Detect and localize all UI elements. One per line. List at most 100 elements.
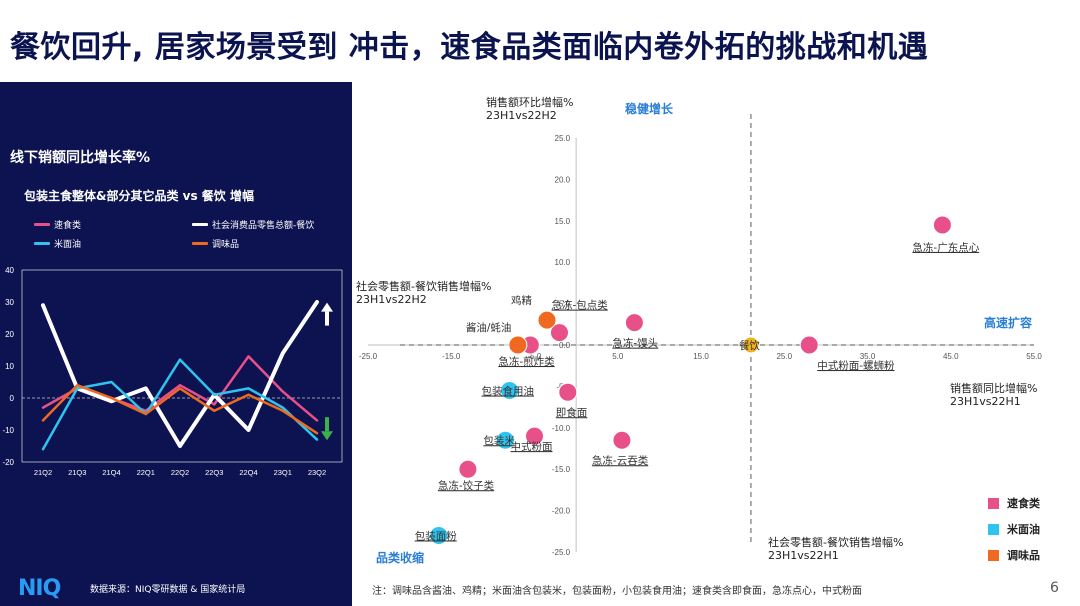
point-label: 急冻-云吞类 [592,454,649,467]
right-panel: -25.0 -15.0 -5.0 5.0 15.0 25.0 35.0 45.0 55.0 25.… [352,82,1080,606]
point-label: 包装食用油 [482,385,535,398]
x-axis-note: 销售额同比增幅% 23H1vs22H1 [950,382,1037,408]
scatter-point [549,323,569,343]
scatter-point [742,336,760,354]
y-axis-note: 销售额环比增幅% 23H1vs22H2 [486,96,573,122]
y-tick-label: -20 [2,458,14,467]
left-chart-title: 线下销额同比增长率% [10,150,151,166]
x-tick-label: 25.0 [776,352,792,361]
series-line [41,383,319,435]
x-tick-label: -25.0 [359,352,378,361]
point-label: 即食面 [556,406,588,419]
x-tick-label: 22Q3 [205,468,223,477]
scatter-point [799,335,819,355]
x-tick-label: -5.0 [528,352,542,361]
point-label: 急冻-包点类 [551,299,608,312]
scatter-point [612,430,632,450]
legend-swatch [192,242,208,245]
scatter-point [495,430,515,450]
y-tick-label: 15.0 [555,217,571,226]
x-tick-label: 23Q1 [274,468,292,477]
ref-x-note: 社会零售额-餐饮销售增幅% 23H1vs22H1 [768,536,903,562]
scatter-point [458,459,478,479]
y-tick-label: 10 [5,362,14,371]
x-tick-label: -15.0 [442,352,461,361]
point-label: 中式粉面-螺蛳粉 [817,359,895,372]
header: 餐饮回升, 居家场景受到 冲击，速食品类面临内卷外拓的挑战和机遇 [0,0,1080,82]
legend-swatch [988,497,999,509]
footnote: 注：调味品含酱油、鸡精；米面油含包装米，包装面粉，小包装食用油；速食类含即食面，… [372,586,862,597]
scatter-point [525,426,544,446]
ref-x-note-line1: 社会零售额-餐饮销售增幅% [768,536,904,549]
point-label: 酱油/蚝油 [466,321,512,334]
y-tick-label: 10.0 [555,258,571,267]
series-line [41,358,319,451]
legend-swatch [34,242,50,245]
x-tick-label: 21Q2 [34,468,52,477]
point-label: 包装面粉 [415,529,457,542]
y-tick-label: 25.0 [555,134,571,143]
x-axis-note-line2: 23H1vs22H1 [950,395,1021,408]
y-tick-label: 40 [5,266,14,275]
point-label: 急冻-饺子类 [438,479,495,492]
point-label: 急冻-馒头 [612,337,658,350]
point-label: 包装米 [483,434,515,447]
point-label: 餐饮 [739,339,760,352]
legend-swatch [988,523,999,535]
up-arrow-icon [325,311,329,326]
y-tick-label: -15.0 [552,465,571,474]
y-tick-label: 5.0 [559,300,571,309]
x-tick-label: 45.0 [943,352,959,361]
scatter-chart: -25.0 -15.0 -5.0 5.0 15.0 25.0 35.0 45.0 55.0 25.… [359,114,1042,557]
legend-swatch [988,549,999,561]
x-tick-label: 5.0 [612,352,624,361]
page-title: 餐饮回升, 居家场景受到 冲击，速食品类面临内卷外拓的挑战和机遇 [10,30,929,65]
legend-label: 速食类 [1007,497,1040,510]
scatter-legend-rice-flour-oil: 米面油 [988,521,1040,537]
y-axis-note-line1: 销售额环比增幅% [486,96,574,109]
point-label: 急冻-广东点心 [912,241,979,254]
legend-item-rice-flour-oil: 米面油 [34,237,81,250]
scatter-legend-instant-food: 速食类 [988,495,1040,511]
y-tick-label: -10 [2,426,14,435]
legend-swatch [192,223,208,226]
x-tick-label: 23Q2 [308,468,326,477]
x-tick-label: 22Q2 [171,468,189,477]
quadrant-label-steady: 稳健增长 [625,102,674,116]
ref-y-note-line1: 社会零售额-餐饮销售增幅% [356,280,492,293]
y-axis-note-line2: 23H1vs22H2 [486,109,557,122]
page-number: 6 [1050,580,1059,596]
y-tick-label: 0.0 [559,341,571,350]
ref-x-note-line2: 23H1vs22H1 [768,549,839,562]
legend-label: 调味品 [212,240,240,250]
line-chart: 40 30 20 10 0 -10 -20 21Q2 21Q3 21Q4 22Q1 22Q2 22Q3 2… [2,266,343,477]
y-tick-label: 0 [10,394,15,403]
y-tick-label: -20.0 [552,507,571,516]
scatter-point [932,215,952,235]
point-label: 鸡精 [511,294,532,307]
legend-label: 米面油 [1007,523,1040,536]
series-line [41,300,319,448]
up-arrow-head-icon [321,302,333,312]
x-tick-label: 21Q3 [68,468,86,477]
scatter-point [558,382,578,402]
legend-label: 速食类 [54,221,82,231]
point-label: 中式粉面 [511,440,553,453]
x-tick-label: 22Q1 [137,468,155,477]
scatter-point [500,381,520,401]
x-tick-label: 55.0 [1026,352,1042,361]
legend-item-catering: 社会消费品零售总额-餐饮 [192,218,314,231]
left-panel: 线下销额同比增长率% 包装主食整体&部分其它品类 vs 餐饮 增幅 速食类 社会… [0,82,352,606]
x-tick-label: 22Q4 [239,468,257,477]
quadrant-label-fast: 高速扩容 [984,316,1033,330]
plot-frame [21,269,343,463]
legend-swatch [34,223,50,226]
y-tick-label: -10.0 [552,424,571,433]
x-tick-label: 35.0 [860,352,876,361]
x-tick-label: 21Q4 [102,468,120,477]
down-arrow-head-icon [321,431,333,441]
scatter-legend-condiments: 调味品 [988,547,1040,563]
legend-label: 调味品 [1007,549,1040,562]
point-label: 急冻-煎炸类 [498,355,555,368]
y-tick-label: 20.0 [555,175,571,184]
